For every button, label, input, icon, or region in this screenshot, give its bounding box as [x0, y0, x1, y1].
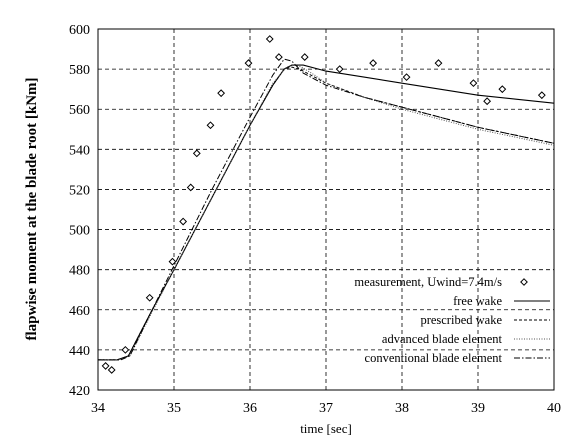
measurement-point: [265, 35, 274, 43]
measurement-point: [483, 97, 492, 106]
plot-frame: [97, 28, 555, 391]
measurement-point: [402, 73, 411, 82]
measurement-point: [101, 362, 110, 370]
y-tick-label: 540: [69, 143, 90, 158]
x-tick-label: 40: [547, 401, 561, 416]
measurement-point: [434, 59, 443, 68]
legend-label: free wake: [453, 294, 502, 308]
series-0: [101, 35, 546, 374]
legend-label: measurement, Uwind=7.4m/s: [354, 275, 502, 289]
x-axis-label: time [sec]: [300, 421, 352, 436]
x-tick-labels: 34 35 36 37 38 39 40: [91, 401, 561, 416]
measurement-point: [145, 293, 154, 302]
legend-label: conventional blade element: [365, 351, 503, 365]
measurement-point: [186, 183, 195, 192]
series-line-dash-dot: [98, 58, 555, 361]
y-tick-label: 500: [69, 224, 90, 239]
x-tick-label: 35: [167, 401, 181, 416]
x-tick-label: 36: [243, 401, 257, 416]
grid-layer: [98, 29, 554, 390]
measurement-point: [498, 85, 507, 94]
y-tick-label: 480: [69, 264, 90, 279]
legend: measurement, Uwind=7.4m/s free wake prescr…: [354, 275, 550, 365]
measurement-point: [469, 79, 478, 88]
measurement-point: [121, 345, 130, 354]
y-tick-label: 580: [69, 63, 90, 78]
x-tick-label: 37: [319, 401, 333, 416]
measurement-point: [192, 149, 201, 158]
measurement-point: [168, 257, 177, 266]
y-tick-label: 560: [69, 103, 90, 118]
y-tick-labels: 420 440 460 480 500 520 540 560 580 600: [69, 23, 90, 399]
measurement-point: [244, 59, 253, 68]
measurement-point: [300, 53, 309, 61]
x-tick-label: 38: [395, 401, 409, 416]
y-tick-label: 440: [69, 344, 90, 359]
y-axis-label: flapwise moment at the blade root [kNm]: [24, 77, 40, 340]
x-tick-label: 34: [91, 401, 105, 416]
measurement-point: [274, 53, 283, 61]
legend-label: advanced blade element: [382, 332, 503, 346]
measurement-point: [179, 217, 188, 226]
y-tick-label: 460: [69, 304, 90, 319]
measurement-point: [369, 59, 378, 68]
y-tick-label: 420: [69, 384, 90, 399]
measurement-point: [217, 89, 226, 98]
measurement-point: [107, 366, 116, 374]
measurement-point: [537, 91, 546, 100]
y-tick-label: 520: [69, 183, 90, 198]
legend-marker: [520, 278, 528, 286]
series-4: [98, 58, 555, 361]
measurement-point: [335, 65, 344, 74]
series-layer: [98, 35, 555, 374]
x-tick-label: 39: [471, 401, 485, 416]
legend-label: prescribed wake: [420, 313, 502, 327]
y-tick-label: 600: [69, 23, 90, 38]
measurement-point: [206, 121, 215, 130]
